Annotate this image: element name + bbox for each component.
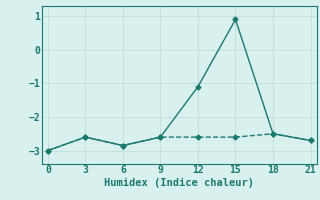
X-axis label: Humidex (Indice chaleur): Humidex (Indice chaleur) bbox=[104, 178, 254, 188]
